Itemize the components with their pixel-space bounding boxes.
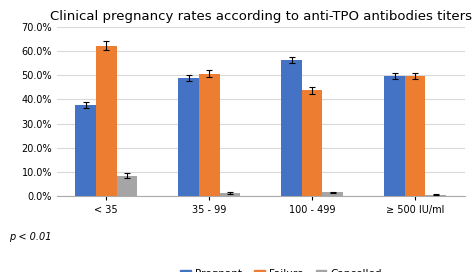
Bar (178, 78, 199, 196)
Bar (199, 74, 219, 196)
Bar (75, 105, 96, 196)
Legend: Pregnant, Failure, Cancelled: Pregnant, Failure, Cancelled (176, 265, 386, 272)
Bar (219, 193, 240, 196)
Text: p < 0.01: p < 0.01 (9, 232, 52, 242)
Bar (322, 192, 343, 196)
Bar (117, 176, 137, 196)
Bar (384, 76, 405, 196)
Bar (425, 195, 446, 196)
Bar (302, 90, 322, 196)
Bar (96, 45, 117, 196)
Bar (281, 60, 302, 196)
Title: Clinical pregnancy rates according to anti-TPO antibodies titers: Clinical pregnancy rates according to an… (50, 10, 472, 23)
Bar (405, 76, 425, 196)
